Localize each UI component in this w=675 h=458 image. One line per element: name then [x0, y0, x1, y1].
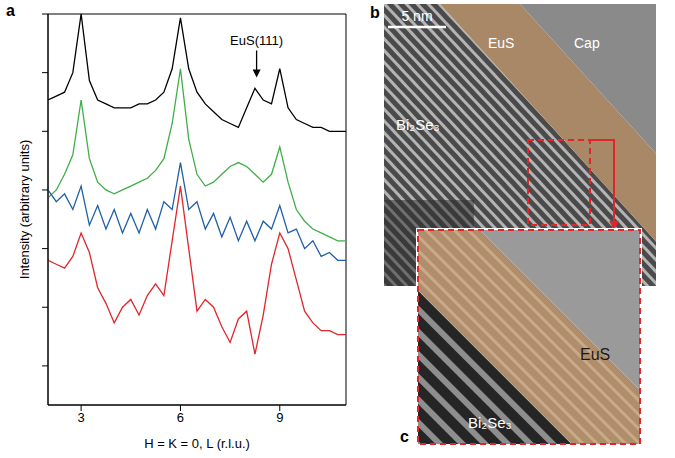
svg-text:EuS(111): EuS(111) — [230, 33, 283, 48]
svg-text:H = K = 0, L (r.l.u.): H = K = 0, L (r.l.u.) — [144, 436, 250, 451]
svg-text:EuS: EuS — [580, 346, 610, 363]
svg-text:Bi₂Se₃: Bi₂Se₃ — [396, 116, 440, 133]
svg-text:6: 6 — [177, 410, 184, 425]
html-text:a: a — [6, 2, 15, 19]
svg-text:b: b — [370, 4, 380, 21]
svg-text:Cap: Cap — [574, 35, 600, 51]
svg-text:c: c — [400, 428, 409, 445]
svg-text:EuS: EuS — [488, 35, 514, 51]
svg-text:5 nm: 5 nm — [401, 8, 432, 24]
svg-text:3: 3 — [77, 410, 84, 425]
svg-text:9: 9 — [276, 410, 283, 425]
svg-text:Bi₂Se₃: Bi₂Se₃ — [468, 414, 512, 431]
svg-text:Intensity (arbitrary units): Intensity (arbitrary units) — [17, 140, 32, 279]
